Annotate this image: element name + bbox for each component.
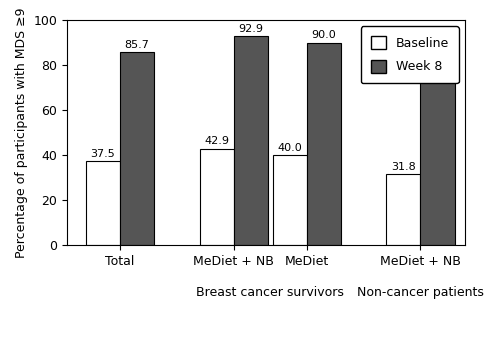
Y-axis label: Percentage of participants with MDS ≥9: Percentage of participants with MDS ≥9	[15, 7, 28, 258]
Bar	[86, 161, 120, 245]
Text: Non-cancer patients: Non-cancer patients	[357, 286, 484, 299]
Text: 85.7: 85.7	[124, 40, 150, 50]
Bar	[234, 36, 268, 245]
Text: 31.8: 31.8	[391, 162, 415, 172]
Bar	[272, 155, 306, 245]
Bar	[120, 52, 154, 245]
Text: Breast cancer survivors: Breast cancer survivors	[196, 286, 344, 299]
Text: 40.0: 40.0	[278, 143, 302, 153]
Text: 77.3: 77.3	[425, 59, 450, 69]
Bar	[386, 174, 420, 245]
Text: 90.0: 90.0	[312, 30, 336, 40]
Text: 37.5: 37.5	[90, 149, 116, 159]
Text: 92.9: 92.9	[238, 24, 263, 34]
Text: 42.9: 42.9	[204, 136, 229, 147]
Legend: Baseline, Week 8: Baseline, Week 8	[360, 26, 459, 84]
Bar	[306, 43, 341, 245]
Bar	[200, 149, 234, 245]
Bar	[420, 71, 454, 245]
